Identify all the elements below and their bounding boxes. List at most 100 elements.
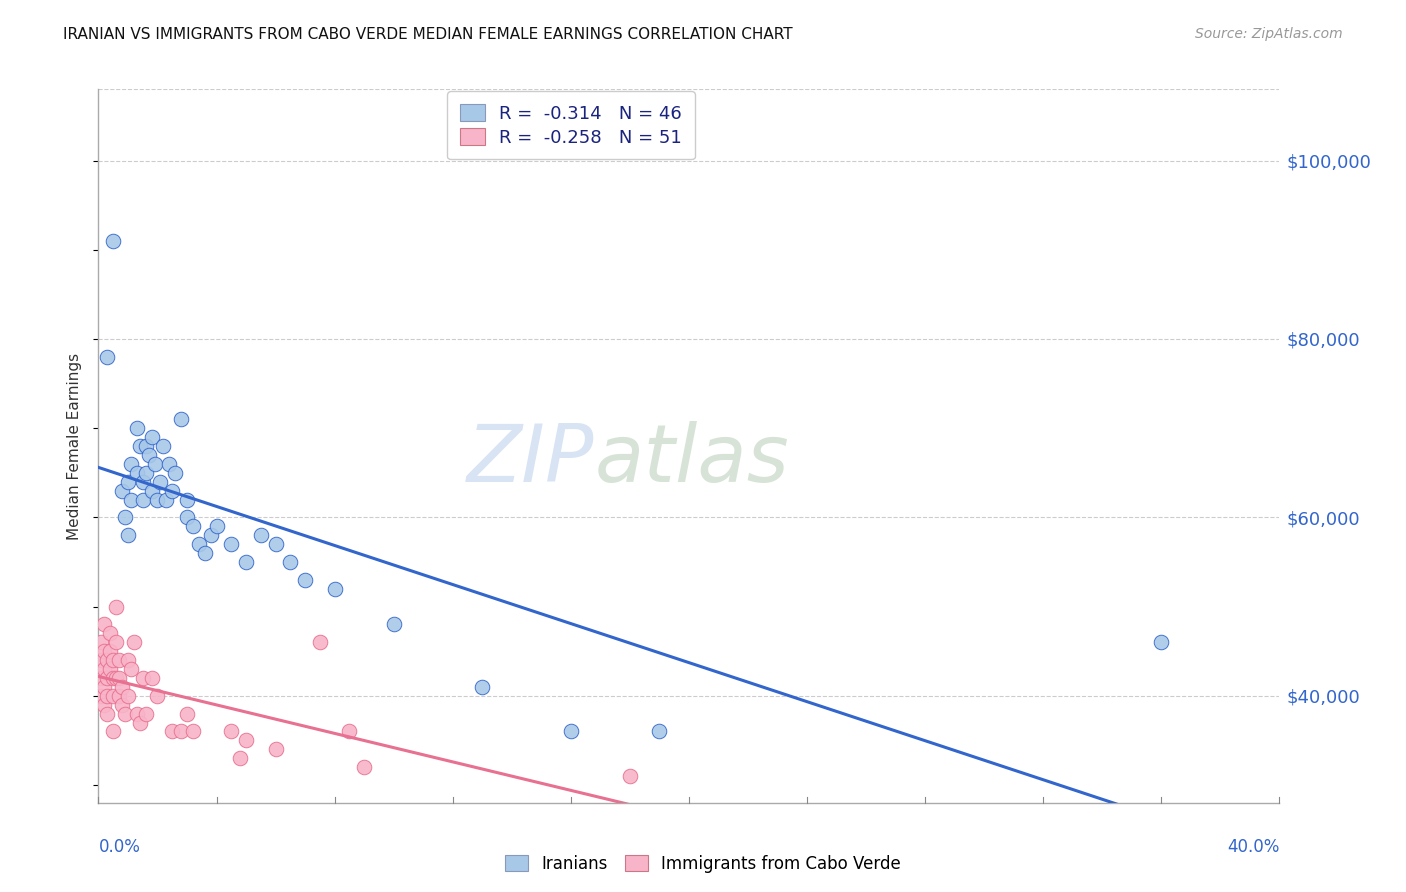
Point <box>194 546 217 560</box>
Legend: Iranians, Immigrants from Cabo Verde: Iranians, Immigrants from Cabo Verde <box>498 848 908 880</box>
Point <box>93 644 115 658</box>
Point <box>170 412 193 426</box>
Point <box>128 715 150 730</box>
Point <box>181 519 204 533</box>
Legend: R =  -0.314   N = 46, R =  -0.258   N = 51: R = -0.314 N = 46, R = -0.258 N = 51 <box>447 91 695 160</box>
Point <box>229 751 252 765</box>
Point <box>162 483 183 498</box>
Point <box>221 537 243 551</box>
Point <box>146 689 169 703</box>
Point <box>205 519 228 533</box>
Point <box>135 466 157 480</box>
Point <box>648 724 671 739</box>
Point <box>125 706 148 721</box>
Point <box>264 537 287 551</box>
Point <box>128 439 150 453</box>
Point <box>108 671 131 685</box>
Point <box>1150 635 1173 649</box>
Point <box>117 689 139 703</box>
Point <box>146 492 169 507</box>
Point <box>125 466 148 480</box>
Point <box>141 483 163 498</box>
Point <box>98 662 121 676</box>
Point <box>117 475 139 489</box>
Point <box>105 599 128 614</box>
Point <box>132 671 155 685</box>
Point <box>96 350 118 364</box>
Point <box>96 653 118 667</box>
Point <box>138 448 160 462</box>
Text: IRANIAN VS IMMIGRANTS FROM CABO VERDE MEDIAN FEMALE EARNINGS CORRELATION CHART: IRANIAN VS IMMIGRANTS FROM CABO VERDE ME… <box>63 27 793 42</box>
Point <box>120 662 142 676</box>
Point <box>309 635 332 649</box>
Point <box>111 680 134 694</box>
Point <box>90 653 112 667</box>
Point <box>111 698 134 712</box>
Point <box>96 689 118 703</box>
Point <box>90 635 112 649</box>
Point <box>105 635 128 649</box>
Point <box>120 492 142 507</box>
Point <box>103 653 125 667</box>
Point <box>176 492 198 507</box>
Point <box>280 555 302 569</box>
Point <box>93 680 115 694</box>
Point <box>93 617 115 632</box>
Point <box>93 662 115 676</box>
Point <box>108 689 131 703</box>
Point <box>117 528 139 542</box>
Point <box>176 706 198 721</box>
Point <box>339 724 361 739</box>
Point <box>98 644 121 658</box>
Point <box>152 439 174 453</box>
Point <box>155 492 177 507</box>
Point <box>187 537 209 551</box>
Point <box>105 671 128 685</box>
Point <box>176 510 198 524</box>
Point <box>98 626 121 640</box>
Point <box>181 724 204 739</box>
Point <box>235 555 257 569</box>
Point <box>165 466 187 480</box>
Point <box>122 635 145 649</box>
Text: atlas: atlas <box>595 421 789 500</box>
Point <box>157 457 180 471</box>
Point <box>103 671 125 685</box>
Point <box>111 483 134 498</box>
Point <box>235 733 257 747</box>
Point <box>560 724 582 739</box>
Point <box>96 671 118 685</box>
Point <box>132 492 155 507</box>
Point <box>103 689 125 703</box>
Point <box>141 671 163 685</box>
Point <box>103 724 125 739</box>
Point <box>200 528 222 542</box>
Point <box>132 475 155 489</box>
Point <box>221 724 243 739</box>
Point <box>353 760 375 774</box>
Point <box>103 234 125 248</box>
Point <box>120 457 142 471</box>
Text: 40.0%: 40.0% <box>1227 838 1279 856</box>
Point <box>143 457 166 471</box>
Text: Source: ZipAtlas.com: Source: ZipAtlas.com <box>1195 27 1343 41</box>
Point <box>250 528 273 542</box>
Y-axis label: Median Female Earnings: Median Female Earnings <box>67 352 83 540</box>
Point <box>149 475 172 489</box>
Point <box>114 510 136 524</box>
Point <box>117 653 139 667</box>
Point <box>162 724 183 739</box>
Point <box>382 617 405 632</box>
Point <box>90 689 112 703</box>
Point <box>125 421 148 435</box>
Point <box>90 671 112 685</box>
Point <box>135 706 157 721</box>
Point <box>471 680 494 694</box>
Point <box>135 439 157 453</box>
Text: 0.0%: 0.0% <box>98 838 141 856</box>
Point <box>323 582 346 596</box>
Text: ZIP: ZIP <box>467 421 595 500</box>
Point <box>96 706 118 721</box>
Point <box>114 706 136 721</box>
Point <box>294 573 316 587</box>
